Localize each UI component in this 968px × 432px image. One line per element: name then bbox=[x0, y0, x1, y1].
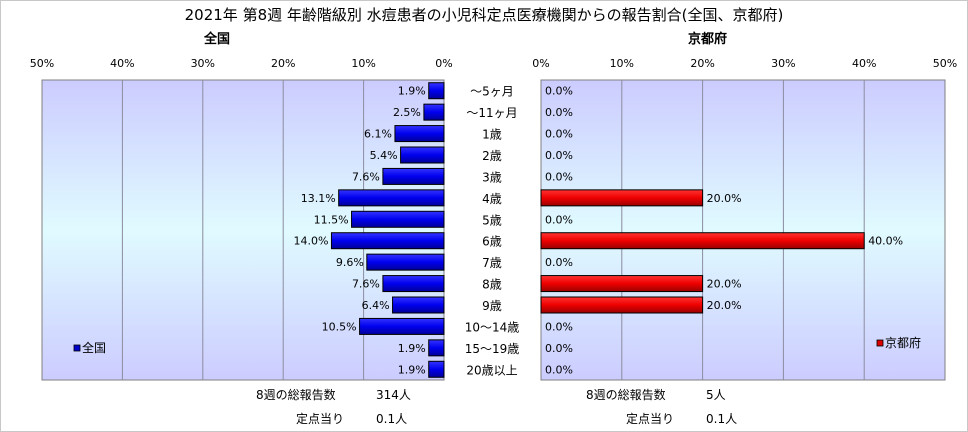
left-bar bbox=[382, 167, 445, 185]
category-label: 2歳 bbox=[482, 149, 502, 163]
right-legend-swatch bbox=[876, 339, 884, 347]
left-per-site-value: 0.1人 bbox=[376, 412, 408, 426]
category-label: 1歳 bbox=[482, 128, 502, 142]
left-legend-swatch bbox=[73, 344, 81, 352]
left-bar bbox=[351, 210, 445, 228]
left-tick-label: 0% bbox=[435, 57, 452, 70]
left-tick-label: 30% bbox=[191, 57, 215, 70]
right-data-label: 0.0% bbox=[545, 149, 573, 162]
right-tick-label: 10% bbox=[610, 57, 634, 70]
category-label: 10～14歳 bbox=[465, 320, 520, 334]
right-panel-title: 京都府 bbox=[688, 32, 728, 47]
left-plot-area bbox=[41, 79, 445, 381]
right-data-label: 0.0% bbox=[545, 85, 573, 98]
right-data-label: 0.0% bbox=[545, 256, 573, 269]
category-label: 5歳 bbox=[482, 213, 502, 227]
right-per-site-label: 定点当り bbox=[626, 412, 675, 426]
left-data-label: 1.9% bbox=[398, 363, 426, 376]
category-label: ～5ヶ月 bbox=[470, 85, 514, 99]
left-bar bbox=[338, 189, 445, 207]
left-data-label: 14.0% bbox=[293, 235, 328, 248]
category-label: 6歳 bbox=[482, 235, 502, 249]
right-legend-label: 京都府 bbox=[885, 335, 921, 350]
right-data-label: 0.0% bbox=[545, 320, 573, 333]
right-tick-label: 50% bbox=[933, 57, 957, 70]
left-bar bbox=[359, 317, 445, 335]
left-per-site-label: 定点当り bbox=[296, 412, 345, 426]
left-bar bbox=[428, 339, 445, 357]
right-bar bbox=[540, 296, 704, 314]
left-bar bbox=[428, 360, 445, 378]
left-bar bbox=[400, 146, 445, 164]
left-bar bbox=[366, 253, 445, 271]
left-bar bbox=[392, 296, 445, 314]
left-bar bbox=[428, 82, 445, 100]
left-tick-label: 10% bbox=[351, 57, 375, 70]
right-data-label: 20.0% bbox=[707, 299, 742, 312]
left-bar bbox=[423, 103, 445, 121]
left-data-label: 1.9% bbox=[398, 85, 426, 98]
right-data-label: 0.0% bbox=[545, 106, 573, 119]
right-per-site-value: 0.1人 bbox=[706, 412, 738, 426]
left-data-label: 9.6% bbox=[336, 256, 364, 269]
category-label: 8歳 bbox=[482, 278, 502, 292]
right-total-reports-value: 5人 bbox=[706, 388, 726, 402]
left-tick-label: 50% bbox=[30, 57, 54, 70]
chart-title: 2021年 第8週 年齢階級別 水痘患者の小児科定点医療機関からの報告割合(全国… bbox=[184, 6, 784, 24]
left-tick-label: 40% bbox=[110, 57, 134, 70]
right-data-label: 0.0% bbox=[545, 363, 573, 376]
right-tick-label: 0% bbox=[532, 57, 549, 70]
left-data-label: 10.5% bbox=[322, 320, 357, 333]
right-data-label: 0.0% bbox=[545, 213, 573, 226]
left-data-label: 2.5% bbox=[393, 106, 421, 119]
left-data-label: 6.1% bbox=[364, 128, 392, 141]
left-data-label: 5.4% bbox=[370, 149, 398, 162]
category-label: 15～19歳 bbox=[465, 342, 520, 356]
right-total-reports-label: 8週の総報告数 bbox=[586, 388, 666, 402]
category-label: ～11ヶ月 bbox=[466, 106, 517, 120]
left-data-label: 7.6% bbox=[352, 278, 380, 291]
left-bar bbox=[330, 232, 445, 250]
left-data-label: 6.4% bbox=[362, 299, 390, 312]
left-data-label: 1.9% bbox=[398, 342, 426, 355]
left-legend-label: 全国 bbox=[82, 340, 106, 355]
left-bar bbox=[382, 275, 445, 293]
left-panel-title: 全国 bbox=[204, 32, 231, 47]
right-data-label: 0.0% bbox=[545, 342, 573, 355]
left-total-reports-label: 8週の総報告数 bbox=[256, 388, 336, 402]
category-label: 9歳 bbox=[482, 299, 502, 313]
right-data-label: 20.0% bbox=[707, 278, 742, 291]
left-data-label: 11.5% bbox=[314, 213, 349, 226]
category-label: 3歳 bbox=[482, 170, 502, 184]
right-tick-label: 40% bbox=[852, 57, 876, 70]
left-data-label: 7.6% bbox=[352, 170, 380, 183]
right-plot-area bbox=[540, 79, 946, 381]
left-total-reports-value: 314人 bbox=[376, 388, 411, 402]
right-data-label: 0.0% bbox=[545, 128, 573, 141]
right-data-label: 0.0% bbox=[545, 170, 573, 183]
category-label: 4歳 bbox=[482, 192, 502, 206]
right-bar bbox=[540, 189, 704, 207]
right-tick-label: 30% bbox=[771, 57, 795, 70]
right-bar bbox=[540, 232, 865, 250]
left-tick-label: 20% bbox=[271, 57, 295, 70]
right-data-label: 20.0% bbox=[707, 192, 742, 205]
left-data-label: 13.1% bbox=[301, 192, 336, 205]
right-tick-label: 20% bbox=[690, 57, 714, 70]
right-bar bbox=[540, 275, 704, 293]
category-label: 20歳以上 bbox=[466, 363, 517, 377]
left-bar bbox=[394, 125, 445, 143]
right-data-label: 40.0% bbox=[868, 235, 903, 248]
category-label: 7歳 bbox=[482, 256, 502, 270]
